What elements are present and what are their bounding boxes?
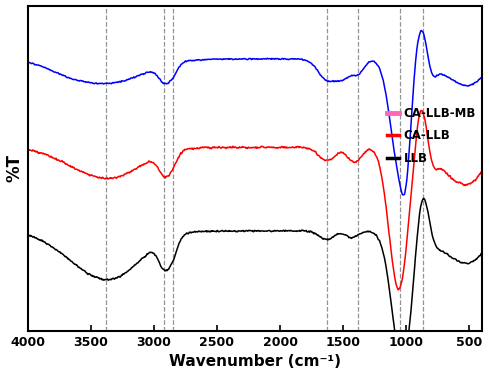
X-axis label: Wavenumber (cm⁻¹): Wavenumber (cm⁻¹) bbox=[169, 354, 341, 369]
Legend: CA-LLB-MB, CA-LLB, LLB: CA-LLB-MB, CA-LLB, LLB bbox=[382, 102, 481, 170]
Y-axis label: %T: %T bbox=[5, 154, 24, 182]
